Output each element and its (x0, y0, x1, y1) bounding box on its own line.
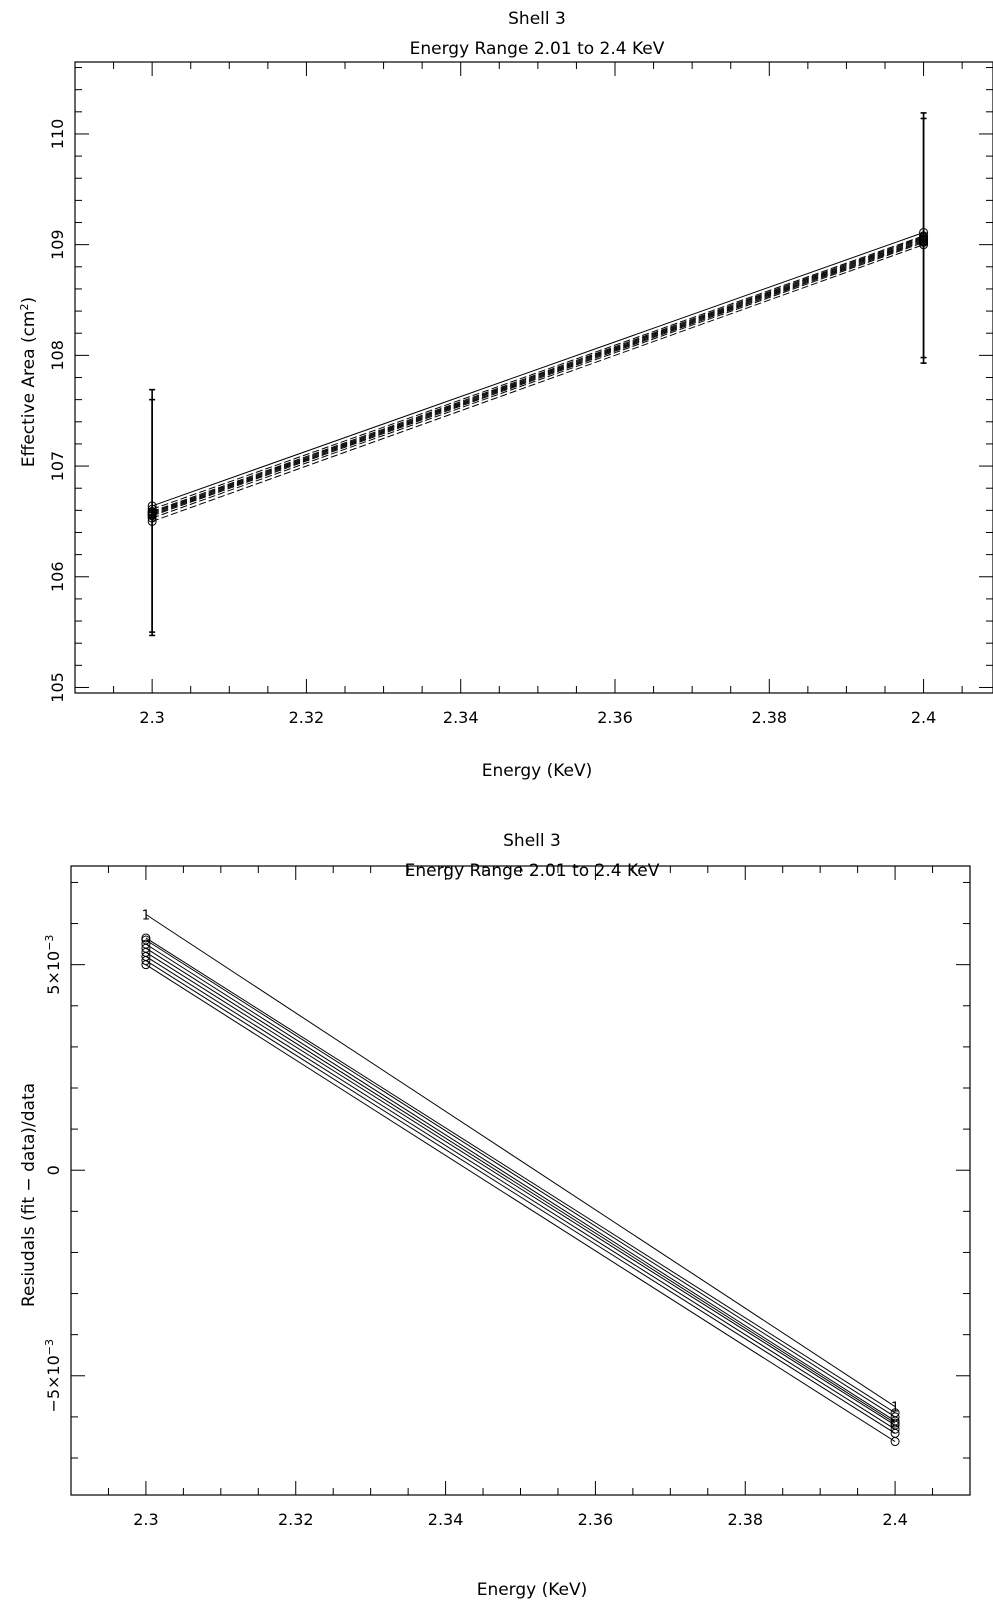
y-tick-label: 110 (48, 119, 67, 150)
x-tick-label: 2.4 (882, 1510, 907, 1529)
y-tick-label: 0 (44, 1165, 63, 1175)
series-line (145, 943, 896, 1422)
y-tick-label: 107 (48, 451, 67, 482)
x-tick-label: 2.38 (751, 708, 787, 727)
chart-title: Shell 3 (503, 831, 561, 851)
x-tick-label: 2.32 (278, 1510, 314, 1529)
series-line (145, 960, 896, 1434)
x-tick-label: 2.32 (289, 708, 325, 727)
x-tick-label: 2.36 (578, 1510, 614, 1529)
x-axis-label: Energy (KeV) (482, 761, 593, 781)
chart-title: Shell 3 (508, 9, 566, 29)
series-line (145, 914, 896, 1408)
y-tick-label: 108 (48, 340, 67, 371)
series-line (151, 237, 924, 514)
y-tick-label: 105 (48, 672, 67, 703)
chart-subtitle: Energy Range 2.01 to 2.4 KeV (410, 39, 665, 59)
x-tick-label: 2.4 (911, 708, 936, 727)
x-tick-label: 2.3 (139, 708, 164, 727)
y-tick-label: 5×10−3 (43, 935, 64, 995)
series-line (151, 235, 924, 510)
x-tick-label: 2.36 (597, 708, 633, 727)
series-line (145, 964, 896, 1442)
series-line (145, 937, 896, 1414)
series-line (145, 939, 896, 1418)
x-tick-label: 2.3 (133, 1510, 158, 1529)
series-line (151, 241, 924, 519)
data-point (919, 237, 929, 247)
data-point (147, 511, 157, 521)
y-tick-label: 106 (48, 561, 67, 592)
y-axis-label: Effective Area (cm2) (18, 297, 40, 467)
series-line (151, 232, 924, 507)
series-line (151, 236, 924, 512)
series-line (151, 244, 924, 522)
series-marker-label: 1 (891, 1401, 899, 1416)
plot-frame (70, 865, 971, 1496)
series-line (151, 238, 924, 515)
series-line (145, 947, 896, 1424)
data-point (919, 240, 929, 250)
residuals-panel: Shell 3 Energy Range 2.01 to 2.4 KeV Ene… (19, 831, 971, 1600)
x-tick-label: 2.38 (727, 1510, 763, 1529)
y-axis-label: Resiudals (fit − data)/data (19, 1083, 39, 1307)
series-line (145, 956, 896, 1430)
data-point (147, 516, 157, 526)
chart-subtitle: Energy Range 2.01 to 2.4 KeV (405, 861, 660, 881)
series-marker-label: 1 (142, 909, 150, 924)
x-axis-label: Energy (KeV) (477, 1580, 588, 1600)
series-line (151, 240, 924, 517)
data-point (141, 956, 151, 966)
y-tick-label: 109 (48, 229, 67, 260)
x-tick-label: 2.34 (443, 708, 479, 727)
series-line (145, 951, 896, 1426)
series-line (151, 239, 924, 516)
data-point (141, 960, 151, 970)
data-point (147, 513, 157, 523)
y-tick-label: −5×10−3 (43, 1339, 64, 1413)
data-point (890, 1437, 900, 1447)
effective-area-panel: Shell 3 Energy Range 2.01 to 2.4 KeV Ene… (18, 9, 993, 781)
x-tick-label: 2.34 (428, 1510, 464, 1529)
